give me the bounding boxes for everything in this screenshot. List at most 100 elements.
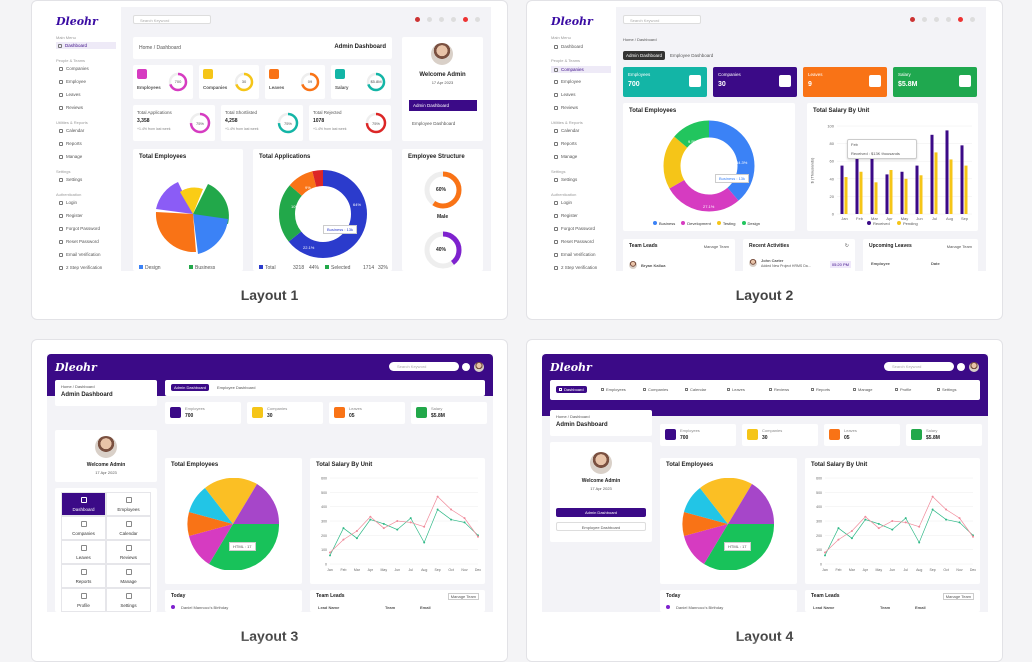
sidebar-item-companies[interactable]: Companies: [551, 66, 611, 73]
sidebar-item-companies[interactable]: Companies: [59, 66, 89, 71]
line-point: [463, 517, 466, 520]
layout-1-screenshot: Dleohr Main Menu Dashboard People & Team…: [53, 7, 491, 271]
donut-label-d: 9%: [305, 185, 311, 190]
sidebar-item-email[interactable]: Email Verification: [554, 252, 596, 257]
sidebar-item-settings[interactable]: Settings: [59, 177, 82, 182]
manage-team-button[interactable]: Manage Team: [946, 244, 972, 249]
nav-item[interactable]: Settings: [934, 386, 959, 393]
layout-3-card[interactable]: Dleohr Search Keyword Home / Dashboard A…: [31, 339, 508, 662]
sidebar-item-settings[interactable]: Settings: [554, 177, 577, 182]
x-tick: Feb: [856, 216, 864, 221]
avatar[interactable]: [474, 362, 484, 372]
flag-icon[interactable]: [415, 17, 420, 22]
admin-dashboard-button[interactable]: Admin Dashboard: [556, 508, 646, 517]
tab-employee-dashboard[interactable]: Employee Dashboard: [217, 385, 256, 390]
tab-admin-dashboard[interactable]: Admin Dashboard: [623, 51, 666, 60]
employee-dashboard-button[interactable]: Employee Dashboard: [412, 121, 456, 126]
sidebar-item-leaves[interactable]: Leaves: [554, 92, 576, 97]
sidebar-item-twostep[interactable]: 2 Step Verification: [554, 265, 597, 270]
quick-menu-tile[interactable]: Profile: [61, 588, 106, 612]
sidebar-item-login[interactable]: Login: [59, 200, 77, 205]
quick-menu-tile[interactable]: Settings: [106, 588, 151, 612]
manage-team-button[interactable]: Manage Team: [942, 593, 974, 600]
sidebar-item-forgot[interactable]: Forgot Password: [59, 226, 100, 231]
sidebar-item-register[interactable]: Register: [59, 213, 83, 218]
sidebar-item-dashboard[interactable]: Dashboard: [554, 44, 583, 49]
chat-icon[interactable]: [946, 17, 951, 22]
sidebar-item-forgot[interactable]: Forgot Password: [554, 226, 595, 231]
layout-2-card[interactable]: Dleohr Main Menu Dashboard People & Team…: [526, 0, 1003, 320]
quick-menu-tile[interactable]: Manage: [106, 564, 151, 588]
search-input[interactable]: Search Keyword: [623, 15, 701, 24]
nav-item[interactable]: Reviews: [766, 386, 792, 393]
sidebar-item-reports[interactable]: Reports: [554, 141, 577, 146]
quick-menu-tile[interactable]: Calendar: [106, 516, 151, 540]
settings-icon[interactable]: [475, 17, 480, 22]
nav-item[interactable]: Profile: [892, 386, 914, 393]
tab-admin-dashboard[interactable]: Admin Dashboard: [171, 384, 210, 391]
nav-item[interactable]: Employees: [598, 386, 629, 393]
search-input[interactable]: Search Keyword: [884, 362, 954, 371]
chat-icon[interactable]: [451, 17, 456, 22]
quick-menu-tile[interactable]: Employees: [106, 492, 151, 516]
sidebar-item-calendar[interactable]: Calendar: [554, 128, 579, 133]
sidebar-item-register[interactable]: Register: [554, 213, 578, 218]
manage-team-button[interactable]: Manage Team: [447, 593, 479, 600]
nav-item[interactable]: Calendar: [682, 386, 709, 393]
nav-item[interactable]: Manage: [850, 386, 875, 393]
sidebar-item-reviews[interactable]: Reviews: [59, 105, 83, 110]
avatar[interactable]: [969, 362, 979, 372]
quick-menu-tile[interactable]: Dashboard: [61, 492, 106, 516]
bell-icon[interactable]: [427, 17, 432, 22]
search-input[interactable]: Search Keyword: [389, 362, 459, 371]
nav-item[interactable]: Companies: [640, 386, 671, 393]
settings-icon[interactable]: [970, 17, 975, 22]
notification-icon[interactable]: [463, 17, 468, 22]
sidebar-item-dashboard[interactable]: Dashboard: [56, 42, 116, 49]
sidebar-item-reset[interactable]: Reset Password: [554, 239, 594, 244]
nav-item[interactable]: Dashboard: [556, 386, 587, 393]
stat-label: Companies: [718, 72, 741, 77]
card-title: Total Applications: [259, 154, 311, 160]
search-input[interactable]: Search Keyword: [133, 15, 211, 24]
line-point: [945, 508, 948, 511]
mail-icon[interactable]: [439, 17, 444, 22]
key-icon: [554, 226, 558, 231]
bell-icon[interactable]: [922, 17, 927, 22]
tile-icon: [126, 497, 132, 503]
notification-icon[interactable]: [958, 17, 963, 22]
nav-item[interactable]: Leaves: [724, 386, 748, 393]
sidebar-item-calendar[interactable]: Calendar: [59, 128, 84, 133]
sidebar-item-manage[interactable]: Manage: [59, 154, 82, 159]
tab-employee-dashboard[interactable]: Employee Dashboard: [670, 53, 714, 58]
nav-item[interactable]: Reports: [808, 386, 833, 393]
bell-icon[interactable]: [462, 363, 470, 371]
sidebar-item-manage[interactable]: Manage: [554, 154, 577, 159]
sidebar-item-employee[interactable]: Employee: [59, 79, 86, 84]
refresh-icon[interactable]: ↻: [844, 243, 849, 249]
quick-menu-tile[interactable]: Leaves: [61, 540, 106, 564]
sidebar-item-employee[interactable]: Employee: [554, 79, 581, 84]
flag-icon[interactable]: [910, 17, 915, 22]
team-leads-card: Team Leads Manage Team Lead Name Team Em…: [805, 590, 980, 612]
manage-team-button[interactable]: Manage Team: [703, 244, 729, 249]
sidebar-item-reset[interactable]: Reset Password: [59, 239, 99, 244]
sidebar-item-reports[interactable]: Reports: [59, 141, 82, 146]
quick-menu-tile[interactable]: Companies: [61, 516, 106, 540]
quick-menu-tile[interactable]: Reports: [61, 564, 106, 588]
quick-menu-tile[interactable]: Reviews: [106, 540, 151, 564]
mail-icon[interactable]: [934, 17, 939, 22]
layout-1-card[interactable]: Dleohr Main Menu Dashboard People & Team…: [31, 0, 508, 320]
sidebar-item-login[interactable]: Login: [554, 200, 572, 205]
bell-icon[interactable]: [957, 363, 965, 371]
line-point: [877, 527, 880, 530]
sidebar-item-leaves[interactable]: Leaves: [59, 92, 81, 97]
sidebar-item-reviews[interactable]: Reviews: [554, 105, 578, 110]
card-title: Total Employees: [666, 462, 714, 468]
register-icon: [554, 213, 558, 218]
admin-dashboard-button[interactable]: Admin Dashboard: [409, 100, 477, 111]
employee-dashboard-button[interactable]: Employee Dashboard: [556, 522, 646, 531]
sidebar-item-email[interactable]: Email Verification: [59, 252, 101, 257]
sidebar-item-twostep[interactable]: 2 Step Verification: [59, 265, 102, 270]
layout-4-card[interactable]: Dleohr Search Keyword Dashboard Employees…: [526, 339, 1003, 662]
